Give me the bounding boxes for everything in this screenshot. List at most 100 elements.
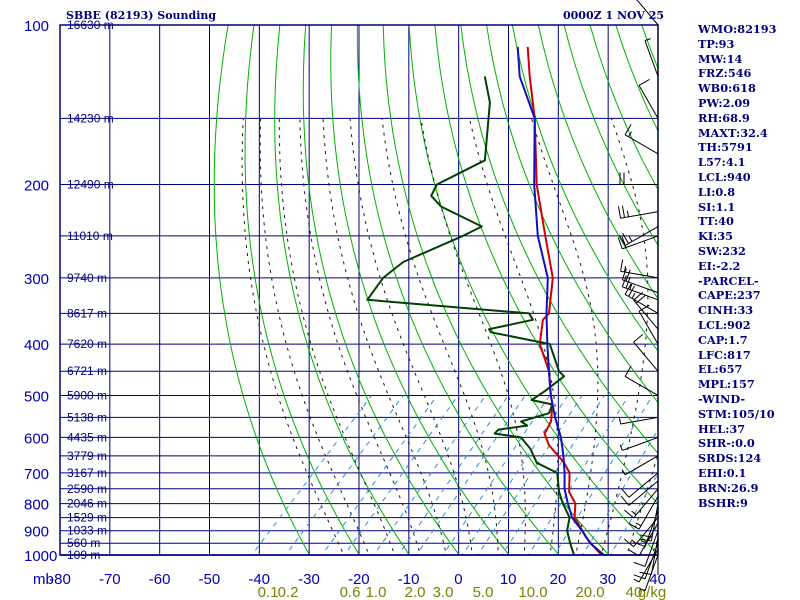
- height-label: 2590 m: [67, 482, 107, 496]
- index-line: BRN:26.9: [698, 480, 759, 495]
- wind-barb: [633, 530, 659, 567]
- index-line: SHR-:0.0: [698, 436, 755, 451]
- wind-barb-staff: [633, 299, 659, 330]
- wind-barb: [619, 172, 658, 186]
- wind-barb-flag: [626, 210, 629, 217]
- wind-barb: [639, 503, 659, 542]
- wind-barb: [619, 416, 659, 425]
- moist-adiabat-line: [259, 118, 370, 555]
- wind-barb-flag: [624, 265, 627, 273]
- wind-barb-staff: [620, 211, 659, 219]
- moist-adiabat-line: [349, 118, 473, 555]
- parcel-trace: [516, 46, 605, 555]
- mixing-ratio-label: 3.0: [433, 584, 454, 600]
- mixing-ratio-line: [321, 395, 438, 555]
- index-line: EHI:0.1: [698, 465, 747, 480]
- wind-barb-flag: [620, 487, 630, 498]
- pressure-tick-label: 200: [24, 178, 49, 195]
- wind-barb: [638, 78, 659, 119]
- wind-barb-staff: [624, 226, 659, 246]
- wind-barb-staff: [624, 376, 659, 396]
- dry-adiabat-line: [302, 25, 460, 555]
- dry-adiabat-line: [213, 25, 311, 555]
- dry-adiabat-line: [408, 25, 658, 555]
- station-title: SBBE (82193) Sounding: [66, 9, 217, 22]
- wind-barb: [644, 38, 659, 77]
- temp-tick-label: -10: [398, 571, 420, 588]
- wind-barb-flag: [620, 259, 624, 272]
- temp-tick-label: -40: [248, 571, 270, 588]
- height-label: 1529 m: [67, 511, 107, 525]
- wind-barb: [624, 488, 659, 519]
- index-line: KI:35: [698, 229, 733, 244]
- height-label: 5900 m: [67, 388, 107, 402]
- wind-barb: [628, 496, 659, 530]
- moist-adiabat-line: [381, 118, 499, 555]
- temp-tick-label: -80: [49, 571, 71, 588]
- index-line: L57:4.1: [698, 155, 746, 170]
- pressure-tick-label: 100: [24, 18, 49, 35]
- wind-barb-flag: [628, 236, 633, 242]
- wind-barb-flag: [639, 538, 652, 542]
- wind-barb-flag: [633, 333, 644, 343]
- wind-barb-flag: [631, 292, 636, 299]
- wind-barb: [619, 436, 659, 451]
- wind-barb: [620, 259, 659, 279]
- index-line: CINH:33: [698, 303, 754, 318]
- wind-barb-flag: [644, 38, 651, 42]
- wind-barb-flag: [628, 522, 640, 530]
- dry-adiabat-line: [244, 25, 360, 555]
- dewpoint-trace: [366, 76, 575, 555]
- moist-adiabat-line: [469, 118, 559, 555]
- mixing-ratio-label: 20.0: [575, 584, 604, 600]
- mixing-ratio-line: [477, 395, 583, 555]
- index-line: -WIND-: [698, 391, 746, 406]
- wind-barb-flag: [619, 417, 622, 425]
- wind-barb-staff: [622, 286, 659, 301]
- wind-barb-flag: [624, 124, 632, 136]
- index-line: WB0:618: [698, 81, 756, 96]
- wind-barb-flag: [633, 561, 646, 567]
- mixing-ratio-line: [373, 395, 486, 555]
- wind-barb-staff: [622, 235, 659, 250]
- wind-barb-flag: [625, 276, 631, 289]
- mixing-ratio-line: [553, 395, 654, 555]
- temp-tick-label: 0: [454, 571, 462, 588]
- height-label: 5138 m: [67, 410, 107, 424]
- moist-adiabat-line: [278, 118, 396, 555]
- index-line: EL:657: [698, 362, 743, 377]
- wind-barb: [628, 522, 659, 557]
- mixing-ratio-line: [501, 395, 605, 555]
- wind-barb: [621, 455, 659, 476]
- wind-barb-flag: [633, 541, 646, 547]
- height-label: 14230 m: [67, 111, 114, 125]
- mixing-ratio-line: [251, 395, 372, 555]
- index-line: EI:-2.2: [698, 258, 741, 273]
- moist-adiabat-line: [241, 118, 345, 555]
- wind-barb-flag: [640, 534, 653, 538]
- height-label: 2046 m: [67, 497, 107, 511]
- pressure-tick-label: 400: [24, 337, 49, 354]
- wind-barb-flag: [628, 285, 635, 297]
- wind-barb-staff: [620, 270, 659, 279]
- wind-barb-flag: [624, 509, 634, 519]
- index-line: LCL:902: [698, 317, 751, 332]
- pressure-tick-label: 300: [24, 271, 49, 288]
- height-label: 7620 m: [67, 337, 107, 351]
- wind-barb: [638, 304, 659, 345]
- wind-barb-staff: [620, 416, 659, 425]
- pressure-tick-label: 600: [24, 430, 49, 447]
- wind-barb-flag: [633, 578, 640, 583]
- wind-barb-flag: [621, 275, 627, 287]
- dry-adiabat-line: [784, 1, 800, 567]
- index-line: SI:1.1: [698, 199, 736, 214]
- mixing-ratio-lines: [251, 395, 658, 555]
- wind-barb-flag: [621, 205, 626, 218]
- mixing-ratio-line: [609, 472, 658, 555]
- pressure-tick-label: 900: [24, 524, 49, 541]
- wind-barb: [621, 275, 659, 301]
- temp-tick-label: 20: [550, 571, 567, 588]
- wind-barb: [624, 365, 659, 396]
- wind-barb-flag: [618, 206, 622, 219]
